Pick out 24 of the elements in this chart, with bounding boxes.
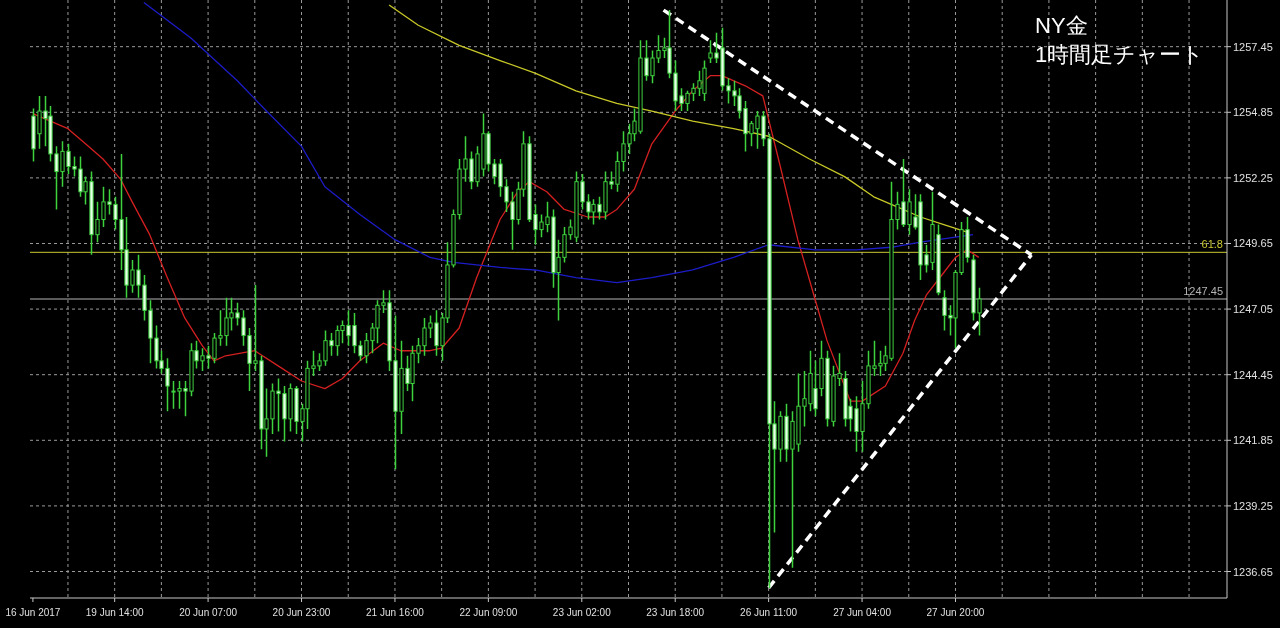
- y-tick-label: 1252.25: [1233, 171, 1273, 184]
- x-tick-label: 16 Jun 2017: [5, 607, 61, 618]
- x-tick-label: 23 Jun 18:00: [646, 607, 705, 618]
- x-tick-label: 22 Jun 09:00: [459, 607, 518, 618]
- y-tick-label: 1241.85: [1233, 434, 1273, 447]
- x-tick-label: 21 Jun 16:00: [366, 607, 425, 618]
- x-tick-label: 27 Jun 20:00: [926, 607, 985, 618]
- y-tick-label: 1249.65: [1233, 237, 1273, 250]
- ref-line-label: 1247.45: [1183, 285, 1223, 297]
- y-tick-label: 1239.25: [1233, 499, 1273, 512]
- y-tick-label: 1236.65: [1233, 565, 1273, 578]
- x-tick-label: 20 Jun 23:00: [272, 607, 331, 618]
- text: 1時間足チャート: [1035, 42, 1205, 67]
- x-tick-label: 23 Jun 02:00: [552, 607, 612, 618]
- y-tick-label: 1247.05: [1233, 303, 1273, 316]
- annotation: 61.8: [1201, 238, 1223, 251]
- x-tick-label: 19 Jun 14:00: [85, 607, 145, 618]
- text: NY金: [1035, 13, 1088, 38]
- y-tick-label: 1254.85: [1233, 106, 1273, 119]
- x-tick-label: 27 Jun 04:00: [833, 607, 892, 618]
- x-tick-label: 20 Jun 07:00: [179, 607, 238, 618]
- y-tick-label: 1257.45: [1233, 40, 1273, 53]
- y-tick-label: 1244.45: [1233, 368, 1273, 381]
- x-tick-label: 26 Jun 11:00: [740, 607, 798, 618]
